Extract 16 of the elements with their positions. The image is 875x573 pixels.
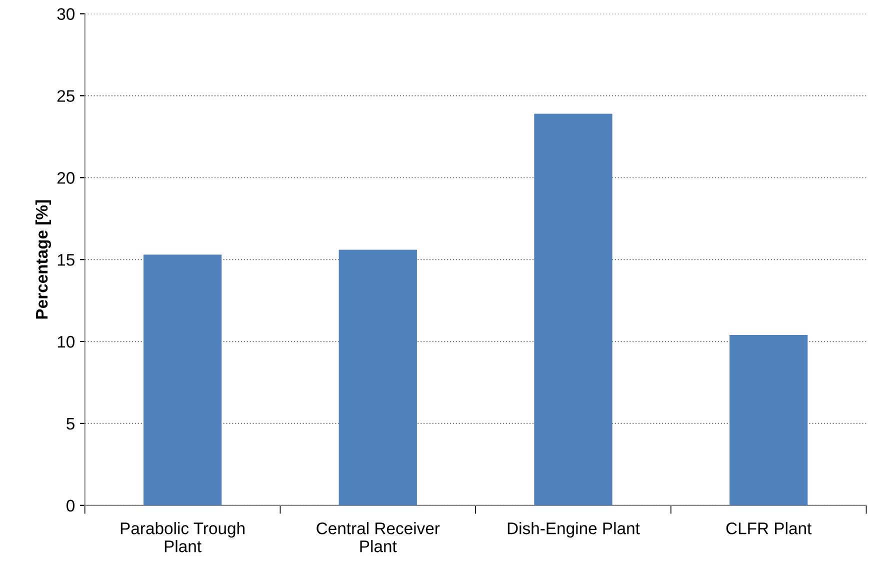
bar (143, 254, 222, 506)
x-tick-label: Central Receiver Plant (316, 522, 440, 552)
x-tick-label: CLFR Plant (726, 522, 812, 534)
bar (534, 114, 612, 506)
y-tick-label: 10 (58, 336, 75, 348)
y-tick-label: 30 (57, 8, 75, 20)
y-tick-label: 5 (66, 418, 74, 430)
y-tick-label: 0 (66, 500, 74, 512)
x-tick-label: Dish-Engine Plant (508, 522, 640, 538)
y-tick-label: 15 (58, 254, 74, 266)
bar (338, 250, 417, 506)
y-tick-label: 25 (57, 90, 74, 102)
y-tick-label: 20 (57, 172, 75, 184)
y-axis-title: Percentage [%] (35, 200, 52, 319)
x-tick-label: Parabolic Trough Plant (120, 522, 244, 552)
bar (730, 334, 808, 506)
